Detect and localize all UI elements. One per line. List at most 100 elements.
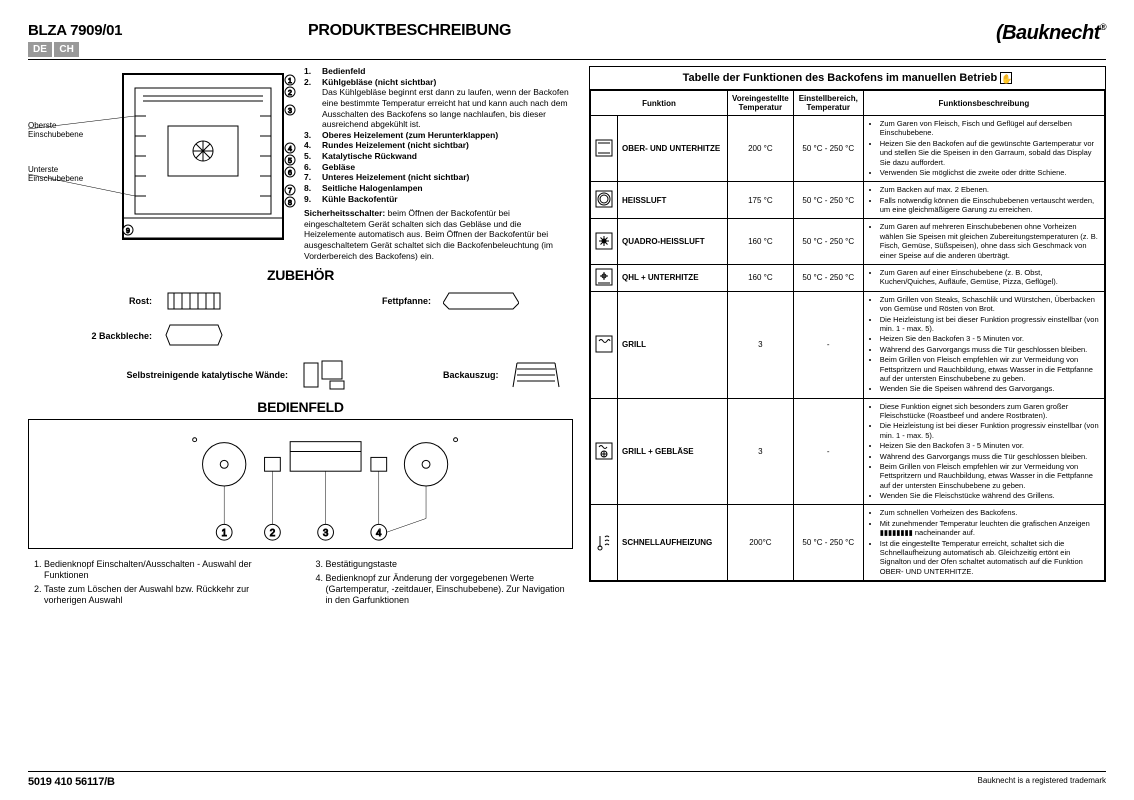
legend-item: 1.Bedienfeld <box>304 66 573 77</box>
legend-item: 2.Kühlgebläse (nicht sichtbar)Das Kühlge… <box>304 77 573 130</box>
func-icon <box>591 116 618 182</box>
func-name: QUADRO-HEISSLUFT <box>618 219 728 265</box>
func-desc: Zum Garen von Fleisch, Fisch und Geflüge… <box>863 116 1104 182</box>
func-preset: 160 °C <box>728 264 794 291</box>
func-name: OBER- UND UNTERHITZE <box>618 116 728 182</box>
func-range: - <box>793 398 863 505</box>
model-number: BLZA 7909/01 <box>28 22 228 39</box>
acc-katalytisch-icon <box>300 359 437 391</box>
panel-note-4: Bedienknopf zur Änderung der vorgegebene… <box>326 573 574 605</box>
func-icon <box>591 398 618 505</box>
svg-text:4: 4 <box>376 528 382 539</box>
table-row: OBER- UND UNTERHITZE200 °C50 °C - 250 °C… <box>591 116 1105 182</box>
func-desc: Zum Backen auf max. 2 Ebenen.Falls notwe… <box>863 182 1104 219</box>
func-name: GRILL <box>618 291 728 398</box>
function-table: Tabelle der Funktionen des Backofens im … <box>589 66 1106 582</box>
func-preset: 200 °C <box>728 116 794 182</box>
func-icon <box>591 505 618 581</box>
footer: 5019 410 56117/B Bauknecht is a register… <box>28 771 1106 788</box>
safety-note: Sicherheitsschalter: Sicherheitsschalter… <box>304 208 573 261</box>
panel-note-1: Bedienknopf Einschalten/Ausschalten - Au… <box>44 559 292 581</box>
func-name: QHL + UNTERHITZE <box>618 264 728 291</box>
flag-de: DE <box>28 42 52 57</box>
footer-code: 5019 410 56117/B <box>28 776 115 788</box>
acc-label-fettpfanne: Fettpfanne: <box>300 296 437 306</box>
control-panel: 1 2 3 4 <box>28 419 573 549</box>
func-range: 50 °C - 250 °C <box>793 505 863 581</box>
country-flags: DE CH <box>28 42 228 57</box>
acc-backbleche-icon <box>164 321 294 351</box>
th-range: Einstellbereich, Temperatur <box>793 91 863 116</box>
bedienfeld-title: BEDIENFELD <box>28 399 573 415</box>
legend-item: 4.Rundes Heizelement (nicht sichtbar) <box>304 140 573 151</box>
table-row: QHL + UNTERHITZE160 °C50 °C - 250 °CZum … <box>591 264 1105 291</box>
label-bottom-shelf: Unterste Einschubebene <box>28 166 108 184</box>
func-desc: Zum schnellen Vorheizen des Backofens.Mi… <box>863 505 1104 581</box>
func-name: GRILL + GEBLÄSE <box>618 398 728 505</box>
svg-text:5: 5 <box>288 158 292 165</box>
th-desc: Funktionsbeschreibung <box>863 91 1104 116</box>
svg-text:4: 4 <box>288 146 292 153</box>
footer-trademark: Bauknecht is a registered trademark <box>977 776 1106 788</box>
svg-text:1: 1 <box>221 528 226 539</box>
table-row: HEISSLUFT175 °C50 °C - 250 °CZum Backen … <box>591 182 1105 219</box>
acc-label-katalytisch: Selbstreinigende katalytische Wände: <box>28 370 294 380</box>
func-range: 50 °C - 250 °C <box>793 219 863 265</box>
func-name: SCHNELLAUFHEIZUNG <box>618 505 728 581</box>
func-preset: 3 <box>728 291 794 398</box>
oven-svg: 1 2 3 4 5 6 7 8 9 <box>28 66 296 256</box>
legend: 1.Bedienfeld2.Kühlgebläse (nicht sichtba… <box>298 66 573 261</box>
func-icon <box>591 182 618 219</box>
func-desc: Zum Grillen von Steaks, Schaschlik und W… <box>863 291 1104 398</box>
th-preset: Voreingestellte Temperatur <box>728 91 794 116</box>
func-icon <box>591 264 618 291</box>
acc-rost-icon <box>164 287 294 315</box>
page-title: PRODUKTBESCHREIBUNG <box>308 22 511 40</box>
header: BLZA 7909/01 DE CH PRODUKTBESCHREIBUNG (… <box>28 22 1106 60</box>
svg-text:3: 3 <box>288 108 292 115</box>
right-column: Tabelle der Funktionen des Backofens im … <box>589 66 1106 608</box>
svg-text:9: 9 <box>126 228 130 235</box>
table-row: GRILL + GEBLÄSE3-Diese Funktion eignet s… <box>591 398 1105 505</box>
acc-label-backbleche: 2 Backbleche: <box>28 331 158 341</box>
table-row: QUADRO-HEISSLUFT160 °C50 °C - 250 °CZum … <box>591 219 1105 265</box>
func-preset: 200°C <box>728 505 794 581</box>
legend-item: 6.Gebläse <box>304 162 573 173</box>
func-desc: Zum Garen auf einer Einschubebene (z. B.… <box>863 264 1104 291</box>
func-desc: Zum Garen auf mehreren Einschubebenen oh… <box>863 219 1104 265</box>
func-name: HEISSLUFT <box>618 182 728 219</box>
label-top-shelf: Oberste Einschubebene <box>28 122 108 140</box>
func-desc: Diese Funktion eignet sich besonders zum… <box>863 398 1104 505</box>
header-left: BLZA 7909/01 DE CH <box>28 22 228 57</box>
legend-item: 3.Oberes Heizelement (zum Herunterklappe… <box>304 130 573 141</box>
hand-icon: ✋ <box>1000 72 1012 84</box>
func-range: - <box>793 291 863 398</box>
svg-text:2: 2 <box>270 528 275 539</box>
svg-text:3: 3 <box>323 528 329 539</box>
func-icon <box>591 291 618 398</box>
func-icon <box>591 219 618 265</box>
acc-label-backauszug: Backauszug: <box>443 370 505 380</box>
svg-text:2: 2 <box>288 90 292 97</box>
table-title: Tabelle der Funktionen des Backofens im … <box>590 67 1105 90</box>
svg-text:6: 6 <box>288 170 292 177</box>
func-preset: 175 °C <box>728 182 794 219</box>
acc-backauszug-icon <box>511 357 561 393</box>
panel-note-2: Taste zum Löschen der Auswahl bzw. Rückk… <box>44 584 292 606</box>
func-preset: 160 °C <box>728 219 794 265</box>
flag-ch: CH <box>54 42 78 57</box>
table-row: GRILL3-Zum Grillen von Steaks, Schaschli… <box>591 291 1105 398</box>
func-range: 50 °C - 250 °C <box>793 182 863 219</box>
accessories: Rost: Fettpfanne: 2 Backbleche: Selbstre… <box>28 287 573 393</box>
legend-item: 5.Katalytische Rückwand <box>304 151 573 162</box>
oven-diagram: 1 2 3 4 5 6 7 8 9 Oberste Einschubebene <box>28 66 298 261</box>
legend-item: 8.Seitliche Halogenlampen <box>304 183 573 194</box>
th-function: Funktion <box>591 91 728 116</box>
svg-text:8: 8 <box>288 200 292 207</box>
left-column: 1 2 3 4 5 6 7 8 9 Oberste Einschubebene <box>28 66 573 608</box>
legend-item: 7.Unteres Heizelement (nicht sichtbar) <box>304 172 573 183</box>
legend-item: 9.Kühle Backofentür <box>304 194 573 205</box>
svg-text:1: 1 <box>288 78 292 85</box>
func-range: 50 °C - 250 °C <box>793 116 863 182</box>
table-row: SCHNELLAUFHEIZUNG200°C50 °C - 250 °CZum … <box>591 505 1105 581</box>
